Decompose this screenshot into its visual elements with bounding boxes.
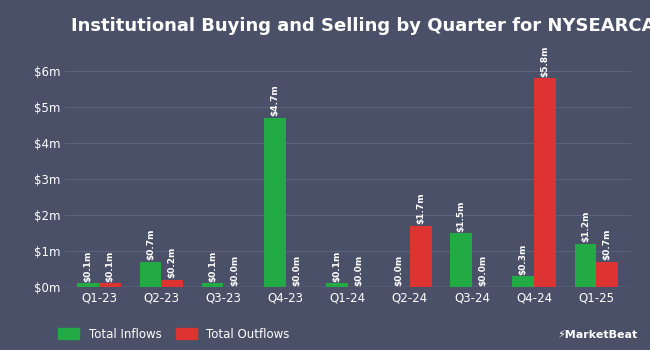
Text: $5.8m: $5.8m bbox=[541, 45, 549, 77]
Text: $1.7m: $1.7m bbox=[416, 193, 425, 224]
Text: $0.1m: $0.1m bbox=[84, 251, 93, 282]
Text: ⚡MarketBeat: ⚡MarketBeat bbox=[557, 329, 637, 340]
Text: $1.2m: $1.2m bbox=[581, 211, 590, 242]
Text: $0.1m: $0.1m bbox=[105, 251, 114, 282]
Bar bbox=[575, 244, 596, 287]
Legend: Total Inflows, Total Outflows: Total Inflows, Total Outflows bbox=[58, 328, 290, 341]
Bar bbox=[534, 78, 556, 287]
Bar bbox=[326, 284, 348, 287]
Text: $0.0m: $0.0m bbox=[395, 254, 404, 286]
Text: $0.0m: $0.0m bbox=[292, 254, 301, 286]
Bar bbox=[450, 233, 472, 287]
Bar bbox=[596, 262, 618, 287]
Bar bbox=[161, 280, 183, 287]
Text: $1.5m: $1.5m bbox=[457, 200, 465, 231]
Bar bbox=[77, 284, 99, 287]
Bar bbox=[410, 226, 432, 287]
Bar bbox=[512, 276, 534, 287]
Text: $0.7m: $0.7m bbox=[603, 229, 612, 260]
Text: $0.7m: $0.7m bbox=[146, 229, 155, 260]
Text: $0.0m: $0.0m bbox=[230, 254, 239, 286]
Text: $0.0m: $0.0m bbox=[354, 254, 363, 286]
Bar bbox=[99, 284, 121, 287]
Text: Institutional Buying and Selling by Quarter for NYSEARCA:TTT: Institutional Buying and Selling by Quar… bbox=[71, 17, 650, 35]
Bar bbox=[140, 262, 161, 287]
Text: $0.1m: $0.1m bbox=[208, 251, 217, 282]
Text: $4.7m: $4.7m bbox=[270, 84, 280, 116]
Bar bbox=[264, 118, 285, 287]
Text: $0.3m: $0.3m bbox=[519, 243, 528, 275]
Bar bbox=[202, 284, 224, 287]
Text: $0.2m: $0.2m bbox=[168, 247, 177, 278]
Text: $0.0m: $0.0m bbox=[478, 254, 488, 286]
Text: $0.1m: $0.1m bbox=[332, 251, 341, 282]
